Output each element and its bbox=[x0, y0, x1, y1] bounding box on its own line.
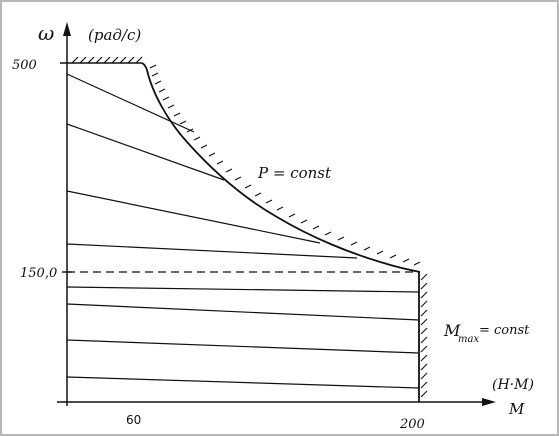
x-axis-symbol: M bbox=[508, 400, 525, 418]
y-tick-150: 150,0 bbox=[20, 266, 57, 281]
x-axis-arrow bbox=[482, 398, 496, 406]
x-tick-60: 60 bbox=[126, 413, 141, 427]
y-tick-500: 500 bbox=[12, 58, 37, 73]
y-axis-unit: (рад/с) bbox=[88, 26, 141, 44]
max-torque-label-sub: max bbox=[458, 334, 479, 345]
max-torque-label-rest: = const bbox=[479, 323, 530, 338]
x-tick-200: 200 bbox=[399, 417, 425, 432]
x-axis-unit: (Н·М) bbox=[492, 377, 534, 393]
characteristic-lines-lower bbox=[66, 286, 420, 389]
speed-limit-hatching bbox=[71, 56, 143, 64]
constant-power-curve bbox=[141, 62, 421, 273]
max-torque-label-main: M bbox=[443, 321, 461, 340]
y-axis-arrow bbox=[63, 22, 71, 36]
y-axis-symbol: ω bbox=[38, 21, 54, 45]
power-curve-label: P = const bbox=[257, 164, 332, 182]
max-torque-hatching bbox=[420, 273, 428, 398]
characteristic-lines-upper bbox=[66, 73, 358, 259]
